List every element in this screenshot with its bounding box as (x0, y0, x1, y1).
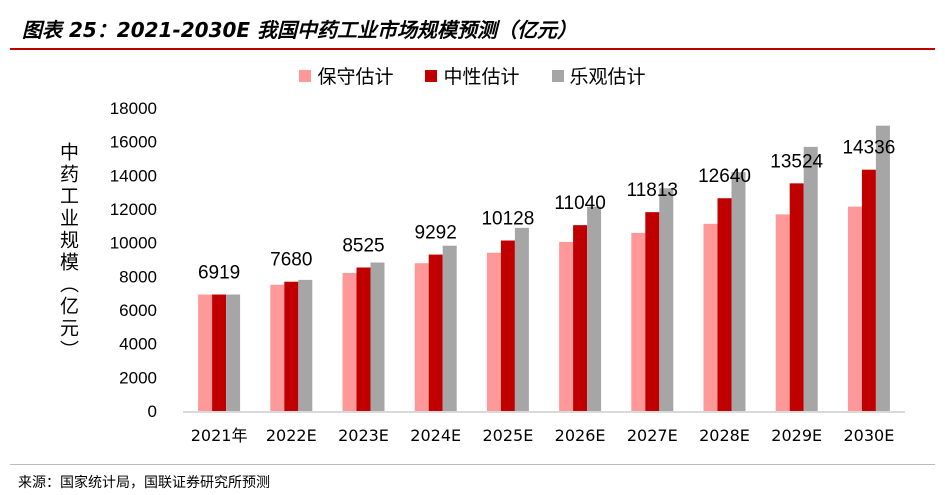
data-label: 11040 (554, 193, 605, 214)
legend-swatch-conservative (299, 69, 312, 82)
y-tick-label: 2000 (119, 368, 157, 387)
legend-item-optimistic: 乐观估计 (551, 62, 646, 89)
y-tick-label: 4000 (119, 335, 157, 354)
bar-conservative (559, 241, 574, 411)
legend-label: 乐观估计 (569, 66, 646, 88)
y-tick-label: 6000 (119, 301, 157, 320)
bar-conservative (342, 272, 357, 411)
data-label: 13524 (770, 151, 823, 172)
x-tick-label: 2022E (266, 426, 317, 445)
bar-optimistic (587, 206, 602, 411)
bar-optimistic (442, 245, 457, 411)
source-note: 来源：国家统计局，国联证券研究所预测 (18, 475, 270, 491)
x-tick-label: 2028E (699, 426, 750, 445)
bar-neutral (428, 254, 443, 411)
bar-conservative (775, 214, 790, 411)
bar-neutral (717, 198, 732, 411)
bar-conservative (486, 252, 501, 411)
y-tick-label: 0 (148, 402, 157, 421)
y-tick-label: 16000 (110, 133, 157, 152)
bar-optimistic (514, 227, 529, 411)
data-label: 7680 (270, 250, 312, 271)
bar-neutral (356, 267, 371, 411)
legend-label: 中性估计 (443, 66, 520, 88)
legend-swatch-optimistic (551, 69, 564, 82)
bar-conservative (198, 294, 213, 411)
figure-title: 图表 25：2021-2030E 我国中药工业市场规模预测（亿元） (22, 18, 578, 42)
x-tick-label: 2026E (555, 426, 606, 445)
bar-neutral (573, 225, 588, 411)
legend-swatch-neutral (425, 69, 438, 82)
data-label: 14336 (842, 138, 895, 159)
legend-item-neutral: 中性估计 (425, 62, 520, 89)
bar-conservative (414, 263, 429, 411)
title-divider (10, 48, 935, 50)
source-divider (10, 464, 935, 465)
x-tick-label: 2030E (843, 426, 894, 445)
bar-conservative (631, 232, 646, 411)
bar-conservative (847, 206, 862, 411)
bar-optimistic (298, 279, 313, 411)
data-label: 11813 (627, 180, 678, 201)
bar-conservative (270, 284, 285, 411)
x-tick-label: 2029E (771, 426, 822, 445)
data-label: 9292 (415, 223, 457, 244)
bar-conservative (703, 223, 718, 411)
y-tick-label: 8000 (119, 267, 157, 286)
bar-neutral (861, 169, 876, 411)
x-tick-label: 2021年 (191, 426, 248, 445)
y-tick-label: 10000 (110, 234, 157, 253)
legend: 保守估计 中性估计 乐观估计 (0, 62, 945, 89)
x-tick-label: 2027E (627, 426, 678, 445)
data-label: 6919 (198, 263, 240, 284)
bar-neutral (284, 281, 299, 411)
x-tick-label: 2024E (410, 426, 461, 445)
data-label: 12640 (698, 166, 751, 187)
y-tick-label: 12000 (110, 200, 157, 219)
bar-optimistic (226, 294, 241, 411)
data-label: 10128 (481, 209, 534, 230)
bar-neutral (212, 294, 227, 411)
y-tick-label: 18000 (110, 99, 157, 118)
x-tick-label: 2023E (338, 426, 389, 445)
y-tick-label: 14000 (110, 166, 157, 185)
bar-optimistic (659, 188, 674, 411)
bar-neutral (500, 240, 515, 411)
bar-optimistic (731, 172, 746, 411)
x-tick-label: 2025E (482, 426, 533, 445)
bar-neutral (789, 183, 804, 411)
bar-optimistic (803, 146, 818, 411)
legend-item-conservative: 保守估计 (299, 62, 393, 89)
bar-optimistic (875, 125, 890, 412)
data-label: 8525 (342, 235, 384, 256)
y-axis-title: 中药工业规模（亿元） (57, 142, 79, 362)
bar-optimistic (370, 262, 385, 411)
bar-neutral (645, 212, 660, 411)
legend-label: 保守估计 (317, 66, 394, 88)
